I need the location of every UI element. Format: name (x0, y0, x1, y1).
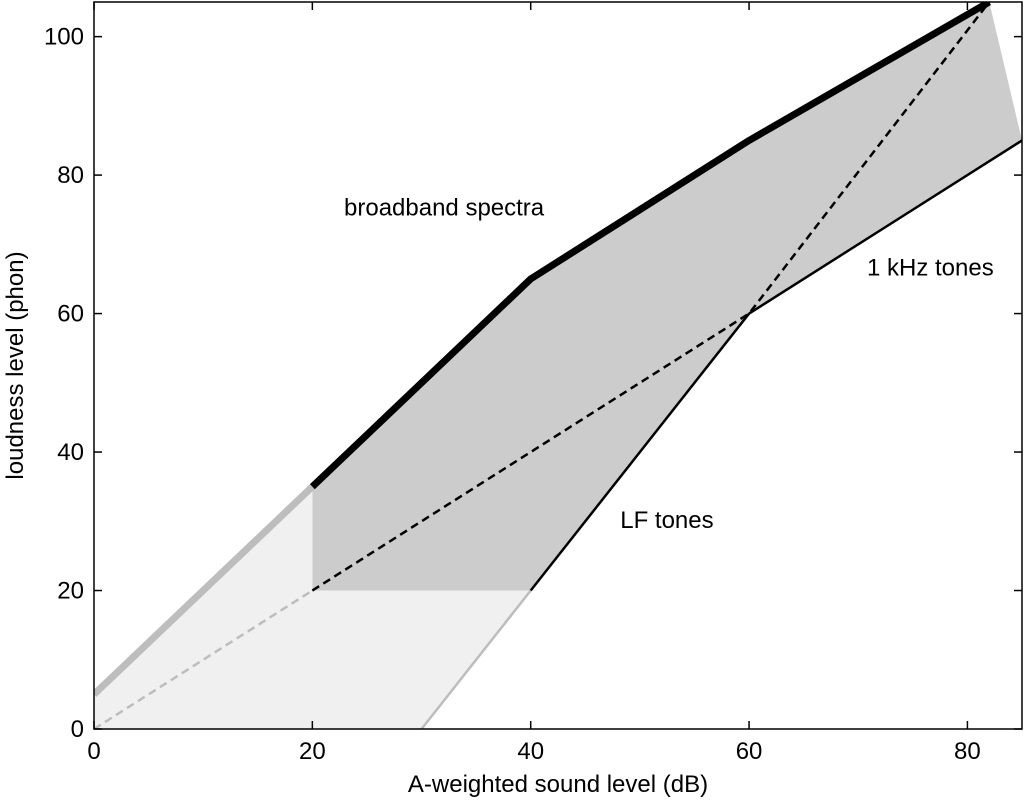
y-tick-label-60: 60 (57, 301, 84, 328)
annotation-lf-tones: LF tones (620, 507, 713, 534)
shaded-band-low (94, 486, 531, 729)
y-tick-label-0: 0 (71, 716, 84, 743)
y-tick-label-40: 40 (57, 439, 84, 466)
series-1-khz-tones-line (748, 139, 1022, 315)
annotation-broadband-spectra: broadband spectra (344, 194, 545, 221)
x-tick-label-40: 40 (517, 738, 544, 765)
annotations: broadband spectra 1 kHz tones LF tones (344, 194, 994, 534)
plot-frame (93, 1, 1023, 730)
x-tick-label-20: 20 (299, 738, 326, 765)
series-dashed-extension (94, 589, 314, 729)
series-lf-tones-extension (420, 589, 532, 729)
shaded-band-main (312, 2, 1022, 591)
series-broadband-spectra-line (309, 2, 991, 490)
shaded-regions (94, 2, 1022, 729)
annotation-1khz-tones: 1 kHz tones (867, 254, 994, 281)
y-axis-label: loudness level (phon) (2, 251, 29, 479)
series-broadband-spectra-extension (94, 484, 315, 697)
x-tick-label-0: 0 (87, 738, 100, 765)
x-tick-label-80: 80 (954, 738, 981, 765)
y-tick-label-20: 20 (57, 578, 84, 605)
axis-ticks: 0 20 40 60 80 0 20 40 60 80 100 (44, 2, 1022, 765)
y-tick-label-100: 100 (44, 24, 84, 51)
series-lines (94, 2, 1022, 729)
x-tick-label-60: 60 (736, 738, 763, 765)
x-axis-label: A-weighted sound level (dB) (408, 771, 708, 798)
series-lf-tones-line (529, 312, 751, 592)
y-tick-label-80: 80 (57, 162, 84, 189)
